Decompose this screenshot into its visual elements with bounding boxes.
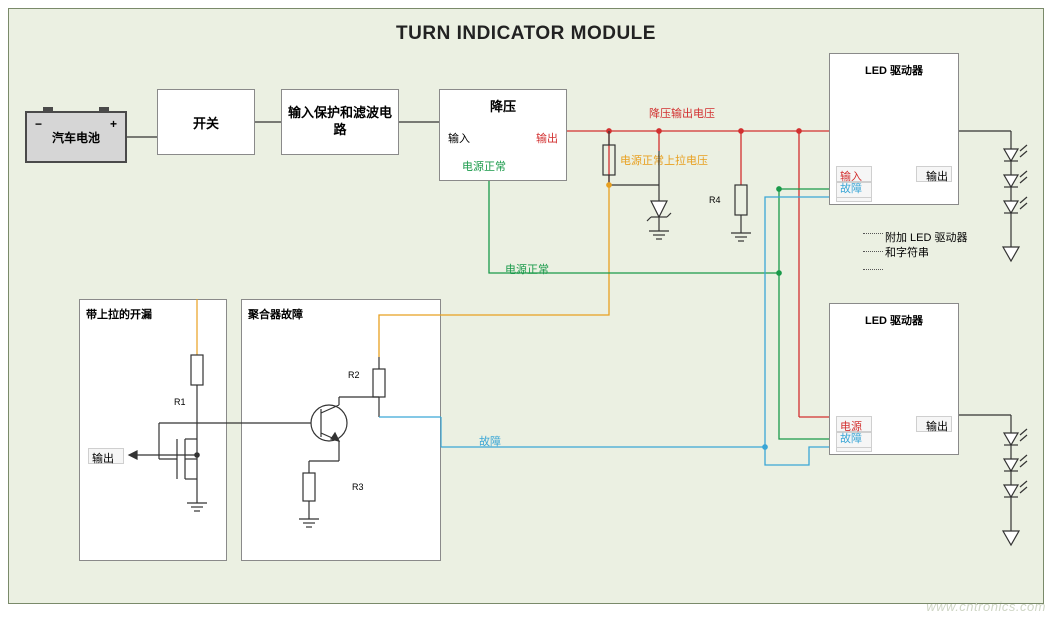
ldt-fault: 故障 <box>840 180 862 196</box>
od-r1: R1 <box>174 397 186 407</box>
lbl-pg-pullup: 电源正常上拉电压 <box>619 155 709 167</box>
led-driver-bottom-title: LED 驱动器 <box>830 312 958 328</box>
diagram-title: TURN INDICATOR MODULE <box>9 23 1043 45</box>
switch-block: 开关 <box>157 89 255 155</box>
fault-agg-block: 聚合器故障 R2 R3 <box>241 299 441 561</box>
led-driver-top: LED 驱动器 输入 输出 EN 故障 <box>829 53 959 205</box>
battery-plus: + <box>110 117 117 131</box>
ldb-out: 输出 <box>926 418 948 434</box>
lbl-pg: 电源正常 <box>505 261 549 277</box>
watermark: www.cntronics.com <box>926 599 1046 614</box>
fa-title: 聚合器故障 <box>248 306 303 322</box>
battery-minus: − <box>35 117 42 131</box>
diagram-canvas: TURN INDICATOR MODULE − + 汽车电池 开关 输入保护和滤… <box>8 8 1044 604</box>
led-driver-top-title: LED 驱动器 <box>830 62 958 78</box>
lbl-buck-out-v: 降压输出电压 <box>649 105 715 121</box>
ldt-out: 输出 <box>926 168 948 184</box>
input-protect-label: 输入保护和滤波电路 <box>282 105 398 139</box>
buck-pg: 电源正常 <box>462 158 506 174</box>
open-drain-block: 带上拉的开漏 R1 输出 <box>79 299 227 561</box>
switch-label: 开关 <box>193 113 219 132</box>
lbl-r4: R4 <box>709 195 721 205</box>
led-driver-bottom: LED 驱动器 电源 输出 EN 故障 <box>829 303 959 455</box>
buck-out: 输出 <box>536 130 558 146</box>
fa-r2: R2 <box>348 370 360 380</box>
battery-label: 汽车电池 <box>52 129 100 146</box>
ldb-fault: 故障 <box>840 430 862 446</box>
buck-block: 降压 输入 输出 电源正常 <box>439 89 567 181</box>
buck-title: 降压 <box>490 96 516 115</box>
lbl-led-note: 附加 LED 驱动器和字符串 <box>885 231 969 261</box>
od-out: 输出 <box>92 450 114 466</box>
lbl-fault: 故障 <box>479 433 501 449</box>
buck-in: 输入 <box>448 130 470 146</box>
battery-block: − + 汽车电池 <box>25 111 127 163</box>
od-title: 带上拉的开漏 <box>86 306 152 322</box>
input-protect-block: 输入保护和滤波电路 <box>281 89 399 155</box>
fa-r3: R3 <box>352 482 364 492</box>
